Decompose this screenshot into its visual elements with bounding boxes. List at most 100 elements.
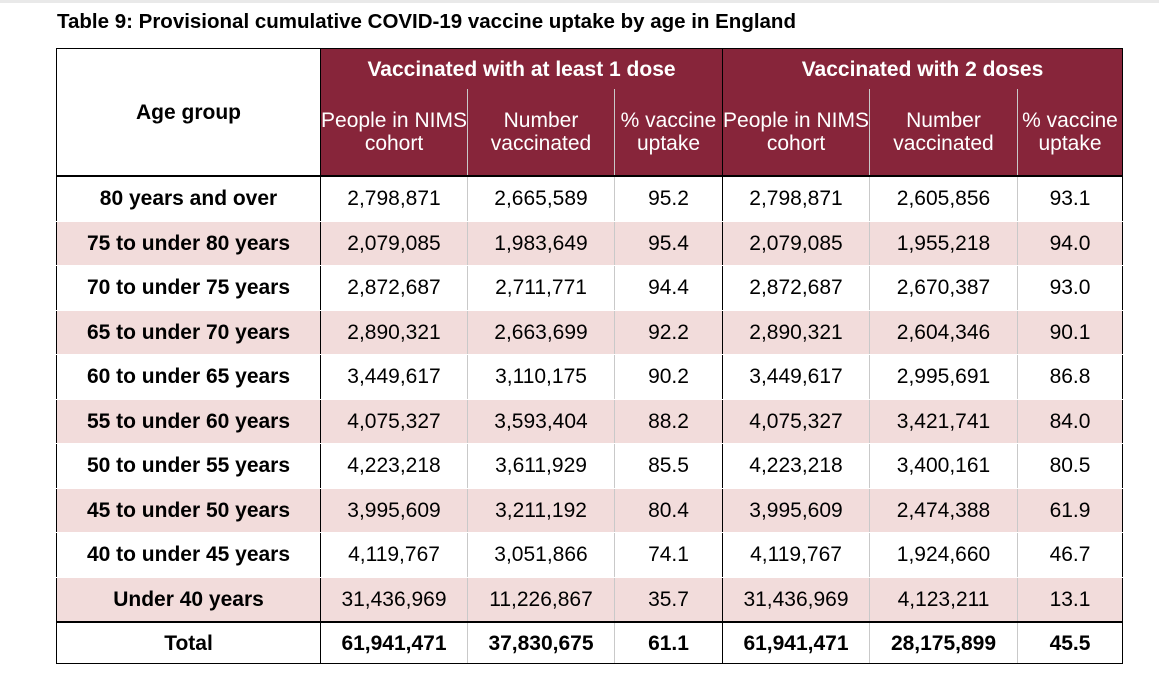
dose2-cohort-cell: 31,436,969 xyxy=(722,577,870,623)
dose1-cohort-cell: 3,449,617 xyxy=(320,354,468,400)
dose2-pct-cell: 93.1 xyxy=(1017,176,1123,222)
table-row: 75 to under 80 years 2,079,085 1,983,649 95… xyxy=(56,221,1123,266)
age-cell: 75 to under 80 years xyxy=(56,221,321,266)
dose2-number-cell: 2,605,856 xyxy=(869,176,1018,222)
dose2-cohort-cell: 2,079,085 xyxy=(722,221,870,266)
dose1-pct-cell: 85.5 xyxy=(614,443,723,489)
dose1-pct-cell: 35.7 xyxy=(614,577,723,623)
dose2-number-cell: 2,995,691 xyxy=(869,354,1018,400)
dose2-pct-cell: 46.7 xyxy=(1017,532,1123,578)
dose2-number-cell: 2,474,388 xyxy=(869,488,1018,533)
top-divider xyxy=(0,0,1159,3)
dose1-number-cell: 3,110,175 xyxy=(467,354,615,400)
table-row: 50 to under 55 years 4,223,218 3,611,929 85… xyxy=(56,443,1123,489)
dose1-number-cell: 3,211,192 xyxy=(467,488,615,533)
age-cell: Under 40 years xyxy=(56,577,321,623)
dose1-cohort-header: People in NIMS cohort xyxy=(320,89,468,177)
dose2-number-header: Number vaccinated xyxy=(869,89,1018,177)
dose2-group-header: Vaccinated with 2 doses xyxy=(722,48,1123,89)
age-cell: 50 to under 55 years xyxy=(56,443,321,489)
total-label: Total xyxy=(56,621,321,664)
dose1-cohort-cell: 4,223,218 xyxy=(320,443,468,489)
table-row: 40 to under 45 years 4,119,767 3,051,866 74… xyxy=(56,532,1123,578)
dose1-pct-cell: 95.2 xyxy=(614,176,723,222)
dose2-cohort-header: People in NIMS cohort xyxy=(722,89,870,177)
dose1-cohort-cell: 2,872,687 xyxy=(320,265,468,311)
dose1-number-cell: 2,711,771 xyxy=(467,265,615,311)
dose2-number-cell: 2,604,346 xyxy=(869,310,1018,355)
dose1-cohort-cell: 31,436,969 xyxy=(320,577,468,623)
dose2-cohort-cell: 2,798,871 xyxy=(722,176,870,222)
dose1-number-cell: 1,983,649 xyxy=(467,221,615,266)
dose2-pct-header: % vaccine uptake xyxy=(1017,89,1123,177)
dose2-pct-cell: 90.1 xyxy=(1017,310,1123,355)
dose1-pct-cell: 95.4 xyxy=(614,221,723,266)
dose1-pct-cell: 74.1 xyxy=(614,532,723,578)
dose1-number-cell: 3,051,866 xyxy=(467,532,615,578)
total-dose1-number: 37,830,675 xyxy=(467,621,615,664)
dose2-number-cell: 1,955,218 xyxy=(869,221,1018,266)
total-dose1-pct: 61.1 xyxy=(614,621,723,664)
dose2-pct-cell: 94.0 xyxy=(1017,221,1123,266)
table-row: 70 to under 75 years 2,872,687 2,711,771 94… xyxy=(56,265,1123,311)
total-dose2-pct: 45.5 xyxy=(1017,621,1123,664)
dose1-number-header: Number vaccinated xyxy=(467,89,615,177)
dose2-number-cell: 4,123,211 xyxy=(869,577,1018,623)
dose1-cohort-cell: 2,890,321 xyxy=(320,310,468,355)
dose2-number-cell: 3,400,161 xyxy=(869,443,1018,489)
age-cell: 70 to under 75 years xyxy=(56,265,321,311)
age-cell: 60 to under 65 years xyxy=(56,354,321,400)
dose1-pct-cell: 90.2 xyxy=(614,354,723,400)
dose1-cohort-cell: 4,075,327 xyxy=(320,399,468,444)
dose2-cohort-cell: 3,995,609 xyxy=(722,488,870,533)
dose1-number-cell: 3,611,929 xyxy=(467,443,615,489)
vaccine-uptake-table: Age group Vaccinated with at least 1 dos… xyxy=(56,48,1123,664)
dose1-cohort-cell: 3,995,609 xyxy=(320,488,468,533)
age-cell: 40 to under 45 years xyxy=(56,532,321,578)
dose1-pct-cell: 92.2 xyxy=(614,310,723,355)
dose1-number-cell: 2,665,589 xyxy=(467,176,615,222)
dose1-pct-cell: 80.4 xyxy=(614,488,723,533)
dose1-pct-header: % vaccine uptake xyxy=(614,89,723,177)
total-dose2-cohort: 61,941,471 xyxy=(722,621,870,664)
dose2-number-cell: 3,421,741 xyxy=(869,399,1018,444)
dose2-cohort-cell: 2,890,321 xyxy=(722,310,870,355)
dose1-number-cell: 3,593,404 xyxy=(467,399,615,444)
table-row: 65 to under 70 years 2,890,321 2,663,699 92… xyxy=(56,310,1123,355)
age-cell: 80 years and over xyxy=(56,176,321,222)
dose2-cohort-cell: 4,223,218 xyxy=(722,443,870,489)
table-title: Table 9: Provisional cumulative COVID-19… xyxy=(57,10,796,33)
age-group-header: Age group xyxy=(56,48,321,177)
total-dose1-cohort: 61,941,471 xyxy=(320,621,468,664)
table-row: 60 to under 65 years 3,449,617 3,110,175 90… xyxy=(56,354,1123,400)
age-cell: 45 to under 50 years xyxy=(56,488,321,533)
dose1-number-cell: 11,226,867 xyxy=(467,577,615,623)
dose1-cohort-cell: 2,798,871 xyxy=(320,176,468,222)
table-row: 80 years and over 2,798,871 2,665,589 95.2 2… xyxy=(56,176,1123,222)
dose1-cohort-cell: 2,079,085 xyxy=(320,221,468,266)
dose2-pct-cell: 84.0 xyxy=(1017,399,1123,444)
dose2-pct-cell: 13.1 xyxy=(1017,577,1123,623)
dose1-pct-cell: 88.2 xyxy=(614,399,723,444)
dose1-group-header: Vaccinated with at least 1 dose xyxy=(320,48,723,89)
dose1-number-cell: 2,663,699 xyxy=(467,310,615,355)
dose2-pct-cell: 61.9 xyxy=(1017,488,1123,533)
table-row: Under 40 years 31,436,969 11,226,867 35.7 31… xyxy=(56,577,1123,623)
total-dose2-number: 28,175,899 xyxy=(869,621,1018,664)
dose1-pct-cell: 94.4 xyxy=(614,265,723,311)
dose2-pct-cell: 80.5 xyxy=(1017,443,1123,489)
dose1-cohort-cell: 4,119,767 xyxy=(320,532,468,578)
dose2-cohort-cell: 4,075,327 xyxy=(722,399,870,444)
dose2-cohort-cell: 2,872,687 xyxy=(722,265,870,311)
table-row: 45 to under 50 years 3,995,609 3,211,192 80… xyxy=(56,488,1123,533)
total-row: Total 61,941,471 37,830,675 61.1 61,941,… xyxy=(56,621,1123,664)
age-cell: 55 to under 60 years xyxy=(56,399,321,444)
table-row: 55 to under 60 years 4,075,327 3,593,404 88… xyxy=(56,399,1123,444)
dose2-cohort-cell: 4,119,767 xyxy=(722,532,870,578)
dose2-pct-cell: 93.0 xyxy=(1017,265,1123,311)
dose2-number-cell: 1,924,660 xyxy=(869,532,1018,578)
dose2-cohort-cell: 3,449,617 xyxy=(722,354,870,400)
dose2-number-cell: 2,670,387 xyxy=(869,265,1018,311)
age-cell: 65 to under 70 years xyxy=(56,310,321,355)
dose2-pct-cell: 86.8 xyxy=(1017,354,1123,400)
